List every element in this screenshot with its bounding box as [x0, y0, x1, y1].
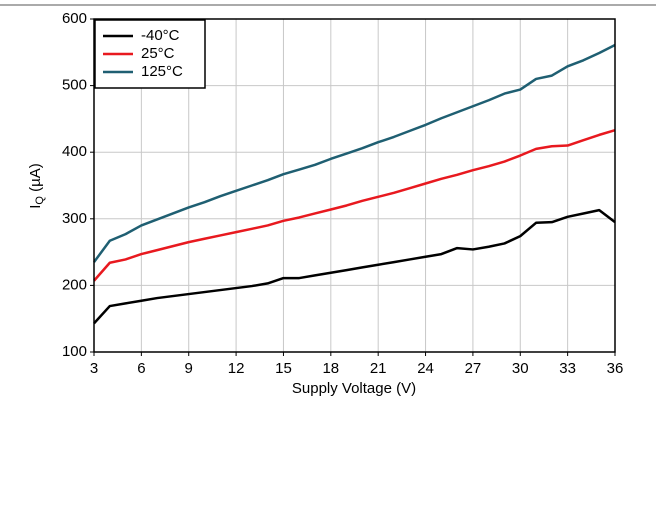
legend-label: -40°C	[141, 27, 180, 44]
y-tick-label: 300	[62, 210, 87, 227]
x-tick-label: 33	[559, 360, 576, 377]
x-tick-label: 9	[185, 360, 193, 377]
series-line	[93, 129, 616, 282]
legend-label: 25°C	[141, 45, 175, 62]
x-tick-label: 30	[512, 360, 529, 377]
y-tick-label: 200	[62, 276, 87, 293]
x-tick-label: 6	[137, 360, 145, 377]
x-tick-label: 21	[370, 360, 387, 377]
x-tick-label: 36	[607, 360, 624, 377]
y-tick-label: 600	[62, 10, 87, 27]
series-line	[93, 208, 616, 325]
x-tick-label: 15	[275, 360, 292, 377]
x-tick-label: 3	[90, 360, 98, 377]
y-label-main: I	[27, 205, 44, 209]
x-axis-title: Supply Voltage (V)	[292, 380, 416, 397]
y-tick-label: 500	[62, 77, 87, 94]
series-line	[92, 43, 616, 263]
y-axis-title: IQ (µA)	[27, 163, 46, 209]
x-tick-label: 18	[322, 360, 339, 377]
y-label-sub: Q	[34, 196, 46, 205]
x-tick-label: 24	[417, 360, 434, 377]
y-tick-label: 100	[62, 343, 87, 360]
y-label-unit: (µA)	[27, 163, 44, 196]
x-tick-label: 12	[228, 360, 245, 377]
legend-label: 125°C	[141, 63, 183, 80]
x-tick-label: 27	[465, 360, 482, 377]
y-tick-label: 400	[62, 143, 87, 160]
plot-frame	[93, 18, 616, 353]
